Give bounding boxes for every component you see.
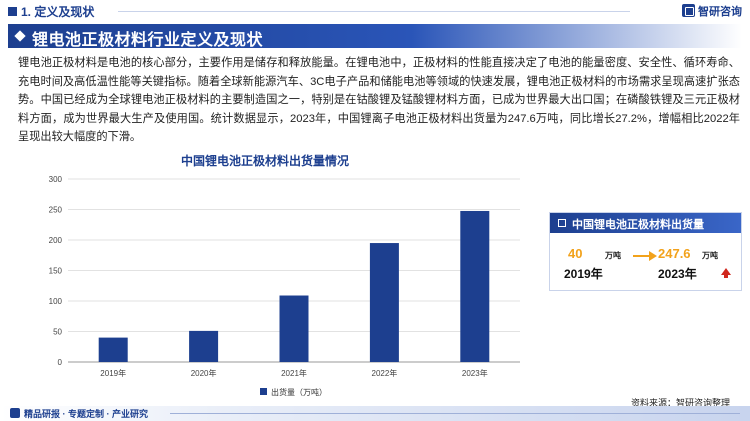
up-arrow-icon xyxy=(721,268,731,278)
section-square-icon xyxy=(8,7,17,16)
legend-swatch xyxy=(260,388,267,395)
stat-card: 中国锂电池正极材料出货量 40 万吨 2019年 247.6 万吨 2023年 xyxy=(549,212,742,291)
footer: 精品研报 · 专题定制 · 产业研究 xyxy=(0,406,750,421)
brand-logo-icon xyxy=(682,4,695,17)
y-tick-label: 300 xyxy=(49,175,63,184)
section-label: 1. 定义及现状 xyxy=(8,3,94,20)
y-tick-label: 100 xyxy=(49,297,63,306)
bar xyxy=(279,295,309,362)
y-tick-label: 0 xyxy=(58,358,63,367)
y-tick-label: 50 xyxy=(53,328,62,337)
card-title: 中国锂电池正极材料出货量 xyxy=(572,219,704,231)
x-tick-label: 2021年 xyxy=(281,368,307,378)
footer-logo-icon xyxy=(10,408,20,418)
footer-text: 精品研报 · 专题定制 · 产业研究 xyxy=(24,409,148,419)
bar xyxy=(98,337,128,362)
source-note: 资料来源：智研咨询整理 xyxy=(630,398,730,408)
bar xyxy=(460,210,490,362)
right-arrow-head-icon xyxy=(649,251,657,261)
page-title: 锂电池正极材料行业定义及现状 xyxy=(32,32,264,49)
x-tick-label: 2019年 xyxy=(100,368,126,378)
x-tick-label: 2022年 xyxy=(372,368,398,378)
right-arrow-icon xyxy=(633,255,651,257)
end-year: 2023年 xyxy=(658,267,697,281)
y-tick-label: 250 xyxy=(49,206,63,215)
title-banner: 锂电池正极材料行业定义及现状 xyxy=(8,24,742,49)
chart-title: 中国锂电池正极材料出货量情况 xyxy=(180,154,349,168)
top-bar: 1. 定义及现状 智研咨询 xyxy=(0,0,750,22)
bar xyxy=(189,330,219,362)
x-tick-label: 2020年 xyxy=(191,368,217,378)
start-unit: 万吨 xyxy=(605,251,621,260)
legend-label: 出货量（万吨） xyxy=(271,387,327,397)
y-tick-label: 150 xyxy=(49,267,63,276)
brand-name: 智研咨询 xyxy=(698,6,742,18)
bar xyxy=(369,243,399,362)
footer-divider xyxy=(170,413,740,414)
card-square-icon xyxy=(558,219,566,227)
x-tick-label: 2023年 xyxy=(462,368,488,378)
brand: 智研咨询 xyxy=(682,3,742,19)
card-header: 中国锂电池正极材料出货量 xyxy=(550,213,741,233)
body-paragraph: 锂电池正极材料是电池的核心部分，主要作用是储存和释放能量。在锂电池中，正极材料的… xyxy=(18,57,740,143)
top-divider xyxy=(118,11,630,12)
start-value: 40 xyxy=(568,246,583,261)
y-tick-label: 200 xyxy=(49,236,63,245)
end-value: 247.6 xyxy=(658,246,691,261)
start-year: 2019年 xyxy=(564,267,603,281)
end-unit: 万吨 xyxy=(702,251,718,260)
section-text: 1. 定义及现状 xyxy=(21,5,95,19)
